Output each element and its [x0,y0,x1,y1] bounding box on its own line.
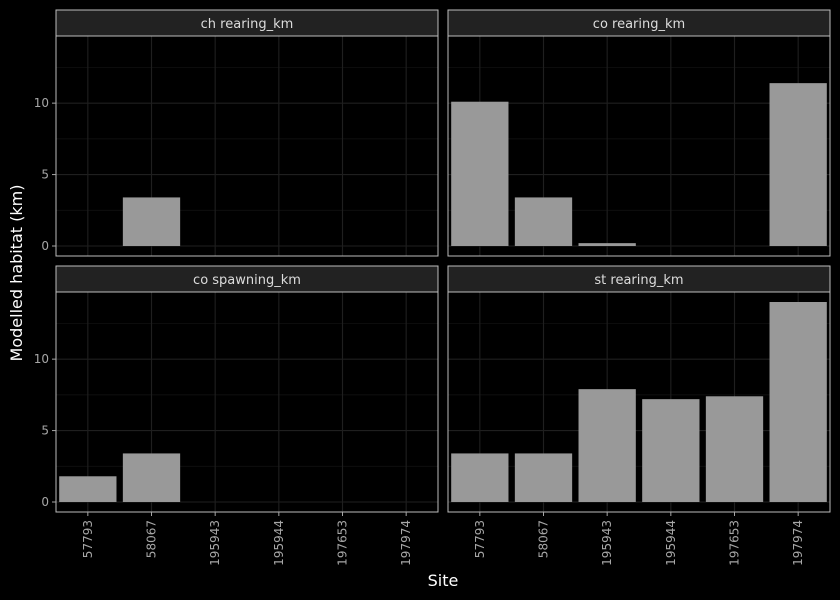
x-tick-label: 58067 [145,520,159,558]
y-tick-label: 10 [34,352,49,366]
panel-background [448,292,830,512]
bar [122,197,181,246]
facet-strip [447,9,831,37]
bar [122,453,181,502]
panel-2: co rearing_km [447,9,831,257]
panel-1: ch rearing_km 0 5 10 [34,9,439,257]
x-tick-label: 197974 [791,520,805,566]
bar [578,243,636,246]
x-tick-label: 195943 [208,520,222,566]
panel-border [55,291,439,513]
bar [514,453,573,502]
facet-title: st rearing_km [594,273,683,288]
y-tick-label: 0 [41,239,49,253]
panel-3: co spawning_km 0 5 10 57793 58067 195943 195944… [34,265,439,566]
bar [705,396,764,502]
y-tick-label: 5 [41,168,49,182]
facet-title: ch rearing_km [201,17,294,32]
bar [514,197,573,246]
x-tick-label: 195944 [272,520,286,566]
x-tick-label: 197653 [728,520,742,566]
panel-border [55,35,439,257]
x-tick-label: 57793 [81,520,95,558]
facet-strip [447,265,831,293]
x-tick-label: 58067 [537,520,551,558]
y-tick-label: 10 [34,96,49,110]
x-tick-label: 195943 [600,520,614,566]
y-tick-label: 5 [41,424,49,438]
bar [451,101,509,246]
x-axis-title: Site [428,571,459,590]
bar [642,399,700,502]
x-tick-label: 195944 [664,520,678,566]
panel-background [56,292,438,512]
bar [451,453,509,502]
bar [578,389,636,502]
panel-border [447,35,831,257]
bar [59,476,117,502]
facet-strip [55,9,439,37]
y-tick-label: 0 [41,495,49,509]
facet-strip [55,265,439,293]
x-tick-label: 197974 [399,520,413,566]
x-tick-label: 197653 [336,520,350,566]
panel-background [56,36,438,256]
panel-background [448,36,830,256]
facet-title: co spawning_km [193,273,301,288]
y-axis-title: Modelled habitat (km) [7,185,26,362]
facet-title: co rearing_km [593,17,685,32]
panel-4: st rearing_km 57793 58067 195943 195944 19765… [447,265,831,566]
bar [769,83,827,247]
x-tick-label: 57793 [473,520,487,558]
bar [769,302,827,502]
panel-border [447,291,831,513]
